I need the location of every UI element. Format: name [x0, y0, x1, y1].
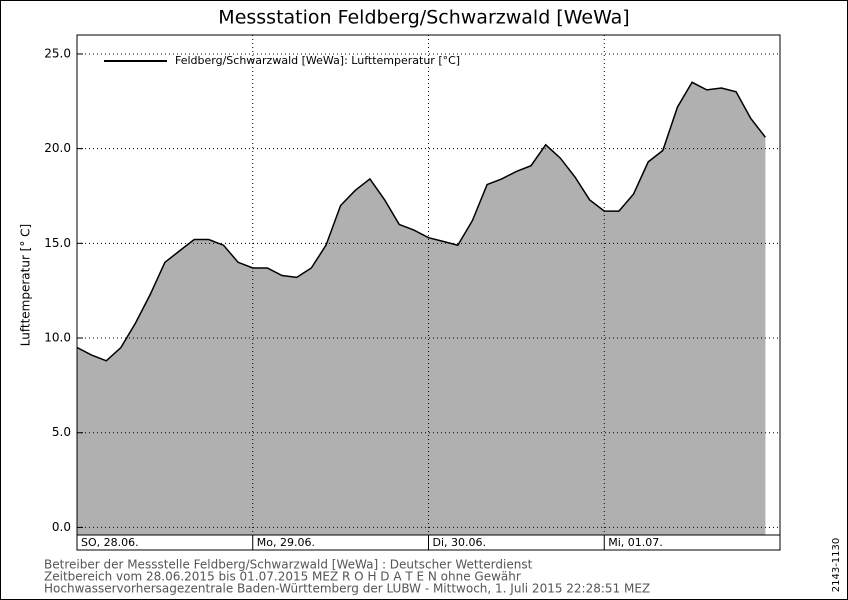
y-tick-label: 10.0 — [44, 331, 71, 345]
legend-label: Feldberg/Schwarzwald [WeWa]: Lufttempera… — [175, 54, 460, 67]
y-axis-label: Lufttemperatur [° C] — [19, 224, 33, 346]
footer-line: Zeitbereich vom 28.06.2015 bis 01.07.201… — [44, 570, 521, 584]
side-note: 2143-1130 — [831, 538, 842, 593]
footer-line: Betreiber der Messstelle Feldberg/Schwar… — [44, 558, 533, 572]
footer-line: Hochwasservorhersagezentrale Baden-Württ… — [44, 582, 650, 596]
x-tick-label: SO, 28.06. — [81, 536, 139, 549]
x-tick-label: Mo, 29.06. — [257, 536, 315, 549]
y-tick-label: 5.0 — [52, 425, 71, 439]
x-tick-label: Di, 30.06. — [433, 536, 487, 549]
y-tick-label: 0.0 — [52, 520, 71, 534]
area — [77, 82, 766, 536]
y-tick-label: 25.0 — [44, 46, 71, 60]
x-tick-label: Mi, 01.07. — [608, 536, 663, 549]
chart-title: Messstation Feldberg/Schwarzwald [WeWa] — [218, 7, 629, 29]
line — [76, 81, 766, 362]
plot-frame — [76, 34, 781, 551]
y-tick-label: 15.0 — [44, 236, 71, 250]
y-tick-label: 20.0 — [44, 141, 71, 155]
